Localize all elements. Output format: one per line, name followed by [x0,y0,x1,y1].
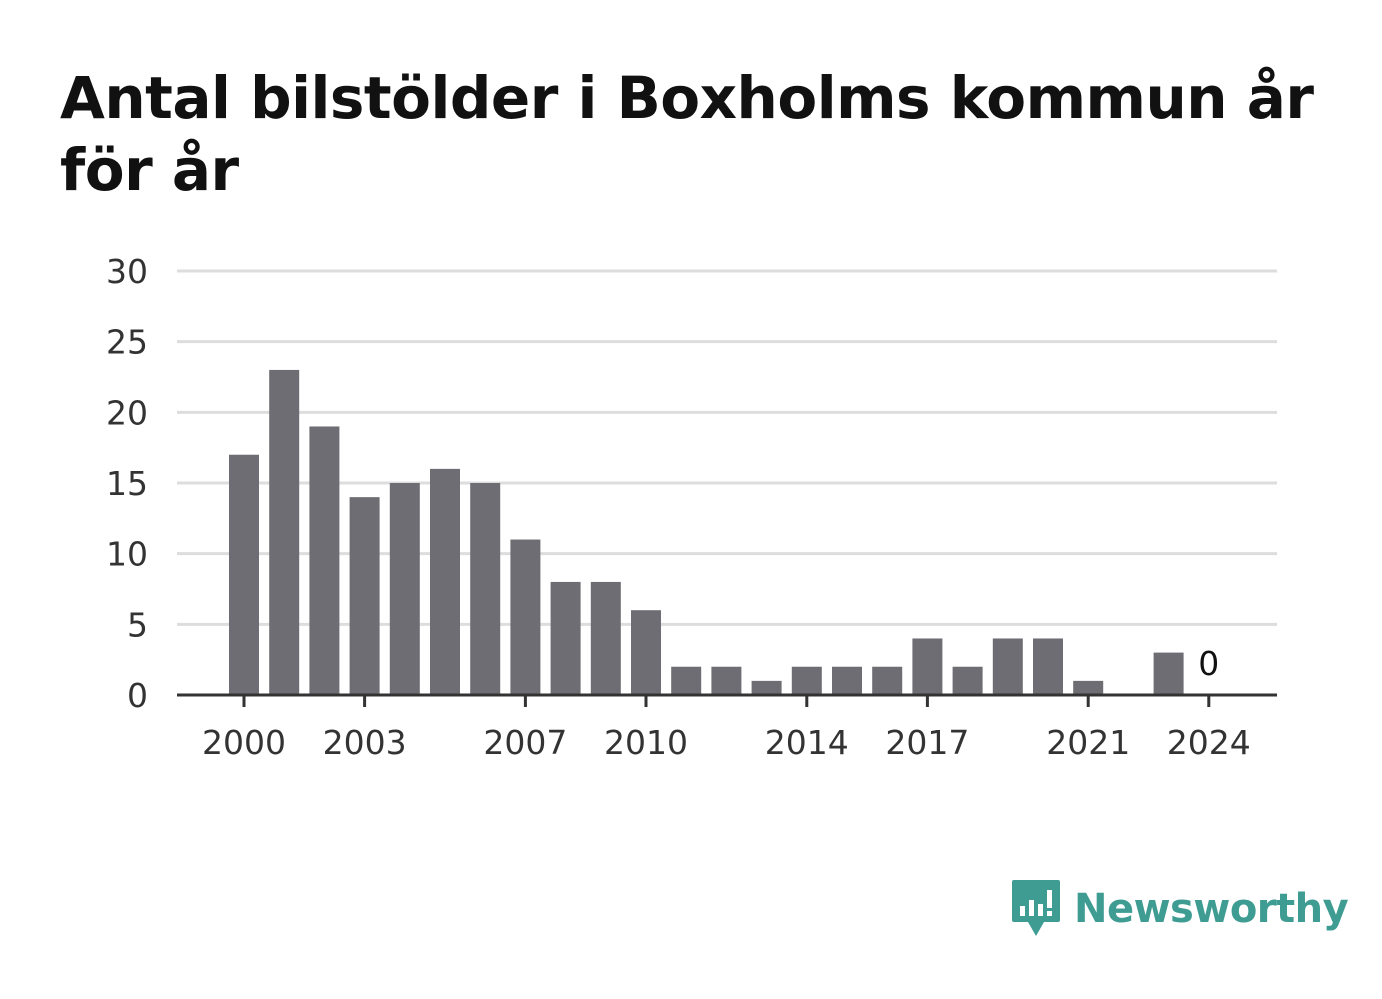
y-tick-label: 20 [106,393,148,432]
y-tick-label: 15 [106,464,148,503]
bar-2012 [711,666,742,695]
x-tick-label: 2024 [1167,723,1251,762]
bar-2015 [832,666,862,695]
y-axis-ticks: 0 5 10 15 20 25 30 [106,252,148,715]
bar-2011 [671,666,702,695]
chart-title: Antal bilstölder i Boxholms kommun år fö… [60,64,1314,204]
bar-2016 [872,666,903,695]
bar-2014 [791,666,822,695]
bar-2010 [631,610,661,695]
y-tick-label: 25 [106,323,148,362]
bar-2023 [1153,652,1184,695]
y-tick-label: 10 [106,535,148,574]
x-tick-label: 2017 [885,723,969,762]
x-tick-label: 2010 [604,723,688,762]
y-tick-label: 5 [127,605,148,644]
bar-2019 [992,638,1023,695]
bar-2004 [389,483,420,695]
bar-2000 [229,454,259,695]
bar-2003 [349,497,380,695]
bar-2001 [269,369,300,695]
bars [177,369,1277,697]
x-tick-label: 2007 [483,723,567,762]
x-axis-ticks: 2000 2003 2007 2010 2014 2017 2021 2024 [202,695,1251,762]
bar-2018 [952,666,983,695]
bar-2002 [309,426,340,695]
bar-2008 [550,581,581,695]
brand-name: Newsworthy [1074,886,1349,932]
y-tick-label: 0 [127,676,148,715]
bar-2021 [1073,680,1104,695]
bar-2005 [430,468,460,695]
newsworthy-logo: Newsworthy [1010,878,1349,940]
x-tick-label: 2014 [765,723,849,762]
bar-2009 [590,581,621,695]
bar-2006 [470,483,501,695]
data-labels: 0 [1198,644,1219,683]
gridlines [177,269,1277,626]
bar-2020 [1033,638,1063,695]
x-tick-label: 2003 [323,723,407,762]
bar-2017 [912,638,943,695]
bar-2013 [751,680,782,695]
bar-2007 [510,539,541,695]
newsworthy-logo-icon [1012,880,1060,936]
data-label-2024: 0 [1198,644,1219,683]
x-tick-label: 2000 [202,723,286,762]
x-tick-label: 2021 [1046,723,1130,762]
y-tick-label: 30 [106,252,148,291]
